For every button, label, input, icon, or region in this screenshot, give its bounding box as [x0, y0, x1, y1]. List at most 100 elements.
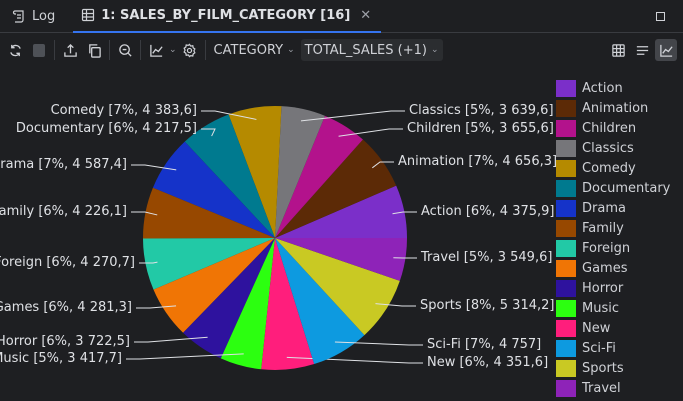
pie-slice-classics[interactable]: [275, 106, 325, 238]
legend-item[interactable]: Comedy: [556, 158, 670, 178]
legend-swatch: [556, 139, 576, 157]
copy-button[interactable]: [83, 39, 105, 61]
tab-bar: Log 1: SALES_BY_FILM_CATEGORY [16] ✕: [0, 0, 683, 33]
slice-label: Travel [5%, 3 549,6]: [421, 250, 553, 265]
legend-swatch: [556, 99, 576, 117]
leader-line: [131, 164, 177, 171]
y-axis-value: TOTAL_SALES (+1): [304, 42, 427, 58]
maximize-button[interactable]: [656, 12, 665, 21]
pie-slice-drama[interactable]: [152, 141, 275, 238]
legend-item[interactable]: Games: [556, 258, 670, 278]
legend-swatch: [556, 119, 576, 137]
leader-line: [126, 353, 244, 360]
tab-log[interactable]: Log: [0, 0, 63, 33]
pie-slice-children[interactable]: [275, 115, 363, 238]
refresh-button[interactable]: [4, 39, 26, 61]
legend-item[interactable]: Sci-Fi: [556, 338, 670, 358]
slice-label: Music [5%, 3 417,7]: [0, 351, 122, 366]
slice-label: Children [5%, 3 655,6]: [407, 121, 554, 136]
legend-item[interactable]: Travel: [556, 378, 670, 398]
slice-label: Documentary [6%, 4 217,5]: [15, 121, 197, 136]
legend-label: Horror: [582, 280, 624, 296]
copy-icon: [88, 43, 101, 58]
legend-swatch: [556, 279, 576, 297]
pie-slice-sci-fi[interactable]: [275, 238, 365, 365]
legend-swatch: [556, 319, 576, 337]
pie-slice-music[interactable]: [220, 238, 275, 370]
legend-label: Drama: [582, 200, 626, 216]
legend-item[interactable]: Foreign: [556, 238, 670, 258]
legend-label: New: [582, 320, 611, 336]
pie-slice-family[interactable]: [142, 187, 275, 239]
pie-slice-documentary[interactable]: [184, 114, 275, 238]
pie-slice-travel[interactable]: [275, 238, 407, 281]
gear-icon: [183, 43, 196, 57]
legend-swatch: [556, 219, 576, 237]
legend-swatch: [556, 259, 576, 277]
legend-item[interactable]: Animation: [556, 98, 670, 118]
slice-label: Games [6%, 4 281,3]: [0, 300, 132, 315]
legend-item[interactable]: Horror: [556, 278, 670, 298]
legend-swatch: [556, 179, 576, 197]
pie-slice-sports[interactable]: [275, 238, 400, 336]
legend-item[interactable]: Classics: [556, 138, 670, 158]
leader-line: [136, 305, 177, 309]
legend-label: Classics: [582, 140, 634, 156]
legend-label: Sports: [582, 360, 624, 376]
legend-item[interactable]: Family: [556, 218, 670, 238]
slice-label: Classics [5%, 3 639,6]: [409, 103, 554, 118]
legend-item[interactable]: Action: [556, 78, 670, 98]
pie-slice-action[interactable]: [275, 185, 407, 238]
slice-label: Comedy [7%, 4 383,6]: [50, 103, 197, 118]
legend-label: Music: [582, 300, 619, 316]
pie-slice-horror[interactable]: [183, 238, 275, 359]
legend-item[interactable]: Children: [556, 118, 670, 138]
export-icon: [63, 43, 77, 57]
settings-button[interactable]: [179, 39, 201, 61]
legend-item[interactable]: Drama: [556, 198, 670, 218]
pie-slice-new[interactable]: [261, 238, 315, 370]
log-icon: [12, 10, 24, 23]
leader-line: [334, 341, 423, 346]
export-button[interactable]: [59, 39, 81, 61]
zoom-out-icon: [118, 43, 132, 57]
chevron-down-icon[interactable]: ⌄: [169, 45, 177, 55]
pie-slice-games[interactable]: [153, 238, 275, 333]
pie-slice-comedy[interactable]: [228, 106, 282, 238]
legend-label: Travel: [582, 380, 621, 396]
slice-label: Foreign [6%, 4 270,7]: [0, 255, 135, 270]
leader-line: [338, 128, 403, 137]
pie-slice-foreign[interactable]: [143, 238, 275, 290]
legend-item[interactable]: New: [556, 318, 670, 338]
chart-view-button[interactable]: [655, 39, 677, 61]
x-axis-dropdown[interactable]: CATEGORY ⌄: [210, 39, 299, 61]
legend-item[interactable]: Music: [556, 298, 670, 318]
leader-line: [131, 211, 158, 216]
y-axis-dropdown[interactable]: TOTAL_SALES (+1) ⌄: [300, 39, 443, 61]
legend-label: Games: [582, 260, 628, 276]
leader-line: [201, 110, 257, 120]
x-axis-value: CATEGORY: [213, 42, 284, 58]
grid-view-button[interactable]: [607, 39, 629, 61]
slice-label: New [6%, 4 351,6]: [427, 355, 549, 370]
chart-type-button[interactable]: [145, 39, 167, 61]
pie-chart: [126, 106, 423, 370]
table-icon: [611, 43, 625, 57]
legend-swatch: [556, 379, 576, 397]
legend-item[interactable]: Sports: [556, 358, 670, 378]
leader-line: [139, 261, 158, 264]
leader-line: [134, 336, 208, 343]
table-icon: [82, 8, 95, 22]
text-view-button[interactable]: [631, 39, 653, 61]
legend-item[interactable]: Documentary: [556, 178, 670, 198]
stop-button[interactable]: [28, 39, 50, 61]
tab-sales-by-film-category[interactable]: 1: SALES_BY_FILM_CATEGORY [16] ✕: [73, 0, 382, 33]
leader-line: [286, 356, 423, 364]
legend-swatch: [556, 159, 576, 177]
zoom-out-button[interactable]: [114, 39, 136, 61]
slice-label: Sports [8%, 5 314,2]: [420, 298, 555, 313]
stop-icon: [33, 43, 45, 57]
legend-swatch: [556, 199, 576, 217]
close-icon[interactable]: ✕: [360, 7, 372, 23]
pie-slice-animation[interactable]: [275, 139, 397, 238]
